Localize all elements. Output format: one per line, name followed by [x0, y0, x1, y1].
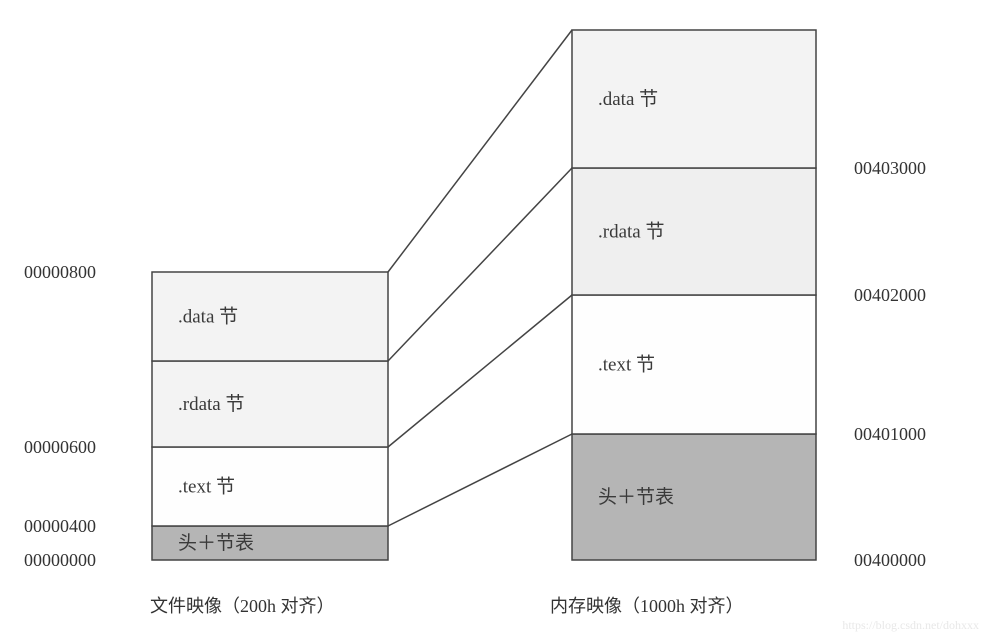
right-data-section-addr-bottom: 00403000 — [854, 158, 926, 178]
left-header-label: 头＋节表 — [178, 532, 254, 554]
right-rdata-section-addr-bottom: 00402000 — [854, 285, 926, 305]
memory-layout-diagram: 头＋节表 00000000 .text 节 00000400 .rdata 节 00000… — [0, 0, 991, 637]
left-text-section-label: .text 节 — [178, 476, 235, 498]
right-data-section-label: .data 节 — [598, 88, 658, 110]
left-rdata-section-addr-bottom: 00000600 — [24, 437, 96, 457]
right-rdata-section-label: .rdata 节 — [598, 221, 664, 243]
right-text-section-addr-bottom: 00401000 — [854, 424, 926, 444]
left-data-section-label: .data 节 — [178, 306, 238, 328]
right-caption: 内存映像（1000h 对齐） — [550, 596, 744, 616]
left-caption: 文件映像（200h 对齐） — [150, 596, 335, 616]
left-rdata-section-label: .rdata 节 — [178, 393, 244, 415]
left-header-addr-bottom: 00000000 — [24, 550, 96, 570]
right-header-addr-bottom: 00400000 — [854, 550, 926, 570]
left-data-section-addr-top: 00000800 — [24, 262, 96, 282]
left-text-section-addr-bottom: 00000400 — [24, 516, 96, 536]
diagram-background — [0, 0, 991, 637]
right-text-section-label: .text 节 — [598, 354, 655, 376]
right-header-label: 头＋节表 — [598, 486, 674, 508]
watermark: https://blog.csdn.net/dohxxx — [842, 618, 979, 632]
